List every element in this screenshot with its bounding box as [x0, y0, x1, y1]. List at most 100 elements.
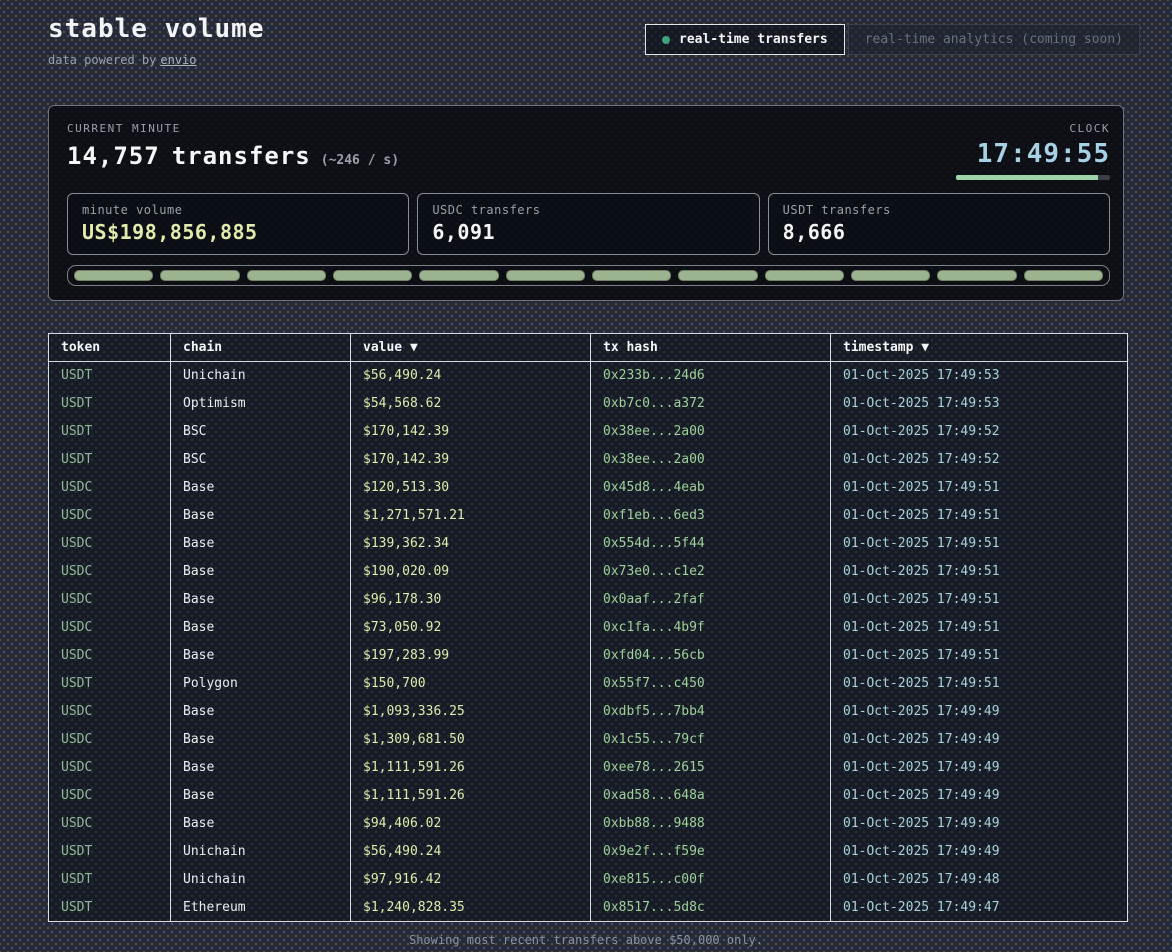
- cell-tx-hash[interactable]: 0xc1fa...4b9f: [590, 613, 831, 642]
- cell-timestamp: 01-Oct-2025 17:49:49: [830, 725, 1128, 754]
- cell-tx-hash[interactable]: 0x73e0...c1e2: [590, 557, 831, 586]
- table-row: USDC Base $120,513.30 0x45d8...4eab 01-Oct-2…: [48, 473, 1128, 502]
- table-row: USDT Unichain $97,916.42 0xe815...c00f 01-Oc…: [48, 865, 1128, 894]
- transfers-tbody: USDT Unichain $56,490.24 0x233b...24d6 01-Oc…: [48, 361, 1128, 922]
- minute-progress-segment: [74, 270, 154, 281]
- tab-real-time-transfers-label: real-time transfers: [679, 32, 828, 47]
- cell-tx-hash[interactable]: 0xf1eb...6ed3: [590, 501, 831, 530]
- cell-token: USDC: [48, 641, 171, 670]
- cell-tx-hash[interactable]: 0xee78...2615: [590, 753, 831, 782]
- minute-progress-segment: [850, 270, 931, 281]
- table-row: USDT Unichain $56,490.24 0x9e2f...f59e 01-Oc…: [48, 837, 1128, 866]
- cell-tx-hash[interactable]: 0x55f7...c450: [590, 669, 831, 698]
- cell-timestamp: 01-Oct-2025 17:49:47: [830, 893, 1128, 922]
- cell-tx-hash[interactable]: 0xfd04...56cb: [590, 641, 831, 670]
- cell-value: $73,050.92: [350, 613, 591, 642]
- cell-value: $94,406.02: [350, 809, 591, 838]
- cell-timestamp: 01-Oct-2025 17:49:51: [830, 641, 1128, 670]
- cell-timestamp: 01-Oct-2025 17:49:49: [830, 781, 1128, 810]
- column-header-tx-hash: tx hash: [590, 333, 831, 362]
- cell-value: $120,513.30: [350, 473, 591, 502]
- cell-tx-hash[interactable]: 0x8517...5d8c: [590, 893, 831, 922]
- cell-tx-hash[interactable]: 0x9e2f...f59e: [590, 837, 831, 866]
- cell-token: USDC: [48, 473, 171, 502]
- table-row: USDT Ethereum $1,240,828.35 0x8517...5d8c 01…: [48, 893, 1128, 922]
- minute-progress-segments: [74, 270, 1103, 281]
- column-header-value-sort[interactable]: value ▼: [350, 333, 591, 362]
- column-header-chain: chain: [170, 333, 351, 362]
- cell-token: USDT: [48, 389, 171, 418]
- envio-link[interactable]: envio: [160, 53, 197, 67]
- cell-timestamp: 01-Oct-2025 17:49:51: [830, 669, 1128, 698]
- cell-timestamp: 01-Oct-2025 17:49:53: [830, 389, 1128, 418]
- cell-token: USDC: [48, 529, 171, 558]
- cell-tx-hash[interactable]: 0x1c55...79cf: [590, 725, 831, 754]
- cell-timestamp: 01-Oct-2025 17:49:49: [830, 809, 1128, 838]
- minute-progress-segment: [937, 270, 1017, 281]
- cell-token: USDC: [48, 697, 171, 726]
- minute-progress-segment: [505, 270, 585, 281]
- table-row: USDT BSC $170,142.39 0x38ee...2a00 01-Oct-20…: [48, 445, 1128, 474]
- cell-token: USDC: [48, 809, 171, 838]
- cell-timestamp: 01-Oct-2025 17:49:52: [830, 445, 1128, 474]
- table-row: USDC Base $96,178.30 0x0aaf...2faf 01-Oct-20…: [48, 585, 1128, 614]
- table-row: USDC Base $1,309,681.50 0x1c55...79cf 01-Oct…: [48, 725, 1128, 754]
- cell-tx-hash[interactable]: 0xdbf5...7bb4: [590, 697, 831, 726]
- cell-tx-hash[interactable]: 0x38ee...2a00: [590, 445, 831, 474]
- tab-real-time-transfers[interactable]: real-time transfers: [645, 24, 845, 55]
- cell-tx-hash[interactable]: 0xe815...c00f: [590, 865, 831, 894]
- cell-token: USDT: [48, 865, 171, 894]
- cell-tx-hash[interactable]: 0x0aaf...2faf: [590, 585, 831, 614]
- minute-progress-segment: [678, 270, 758, 281]
- minute-progress-segment: [1023, 270, 1103, 281]
- brand: stable volume data powered by envio: [48, 14, 265, 67]
- column-header-timestamp-sort[interactable]: timestamp ▼: [830, 333, 1128, 362]
- cell-token: USDC: [48, 613, 171, 642]
- cell-value: $150,700: [350, 669, 591, 698]
- cell-value: $197,283.99: [350, 641, 591, 670]
- cell-value: $96,178.30: [350, 585, 591, 614]
- clock-progress: [956, 175, 1110, 180]
- usdt-transfers-label: USDT transfers: [782, 203, 891, 217]
- cell-token: USDT: [48, 893, 171, 922]
- cell-timestamp: 01-Oct-2025 17:49:51: [830, 585, 1128, 614]
- cell-timestamp: 01-Oct-2025 17:49:49: [830, 697, 1128, 726]
- table-header: token chain value ▼ tx hash timestamp ▼: [48, 333, 1128, 362]
- cell-tx-hash[interactable]: 0x554d...5f44: [590, 529, 831, 558]
- cell-token: USDT: [48, 669, 171, 698]
- table-row: USDT BSC $170,142.39 0x38ee...2a00 01-Oct-20…: [48, 417, 1128, 446]
- cell-tx-hash[interactable]: 0xad58...648a: [590, 781, 831, 810]
- cell-value: $1,309,681.50: [350, 725, 591, 754]
- usdc-transfers-card: USDC transfers 6,091: [417, 193, 760, 255]
- cell-chain: Unichain: [170, 837, 351, 866]
- cell-chain: Base: [170, 641, 351, 670]
- tab-real-time-analytics[interactable]: real-time analytics (coming soon): [847, 24, 1140, 55]
- cell-value: $1,111,591.26: [350, 781, 591, 810]
- usdc-transfers-label: USDC transfers: [432, 203, 541, 217]
- tab-real-time-analytics-label: real-time analytics (coming soon): [864, 32, 1123, 47]
- cell-value: $170,142.39: [350, 417, 591, 446]
- cell-chain: BSC: [170, 417, 351, 446]
- cell-token: USDC: [48, 557, 171, 586]
- cell-chain: Base: [170, 781, 351, 810]
- cell-tx-hash[interactable]: 0x38ee...2a00: [590, 417, 831, 446]
- cell-token: USDC: [48, 501, 171, 530]
- cell-tx-hash[interactable]: 0x45d8...4eab: [590, 473, 831, 502]
- cell-tx-hash[interactable]: 0xb7c0...a372: [590, 389, 831, 418]
- minute-progress-bar: [67, 265, 1110, 286]
- cell-tx-hash[interactable]: 0xbb88...9488: [590, 809, 831, 838]
- clock-progress-fill: [956, 175, 1098, 180]
- cell-value: $1,240,828.35: [350, 893, 591, 922]
- cell-timestamp: 01-Oct-2025 17:49:51: [830, 473, 1128, 502]
- cell-token: USDC: [48, 753, 171, 782]
- cell-tx-hash[interactable]: 0x233b...24d6: [590, 361, 831, 390]
- table-row: USDC Base $94,406.02 0xbb88...9488 01-Oct-20…: [48, 809, 1128, 838]
- cell-value: $139,362.34: [350, 529, 591, 558]
- minute-progress-segment: [246, 270, 326, 281]
- cell-chain: Base: [170, 697, 351, 726]
- cell-timestamp: 01-Oct-2025 17:49:48: [830, 865, 1128, 894]
- table-row: USDT Polygon $150,700 0x55f7...c450 01-Oct-2…: [48, 669, 1128, 698]
- transfers-table: token chain value ▼ tx hash timestamp ▼ …: [48, 333, 1128, 922]
- cell-chain: BSC: [170, 445, 351, 474]
